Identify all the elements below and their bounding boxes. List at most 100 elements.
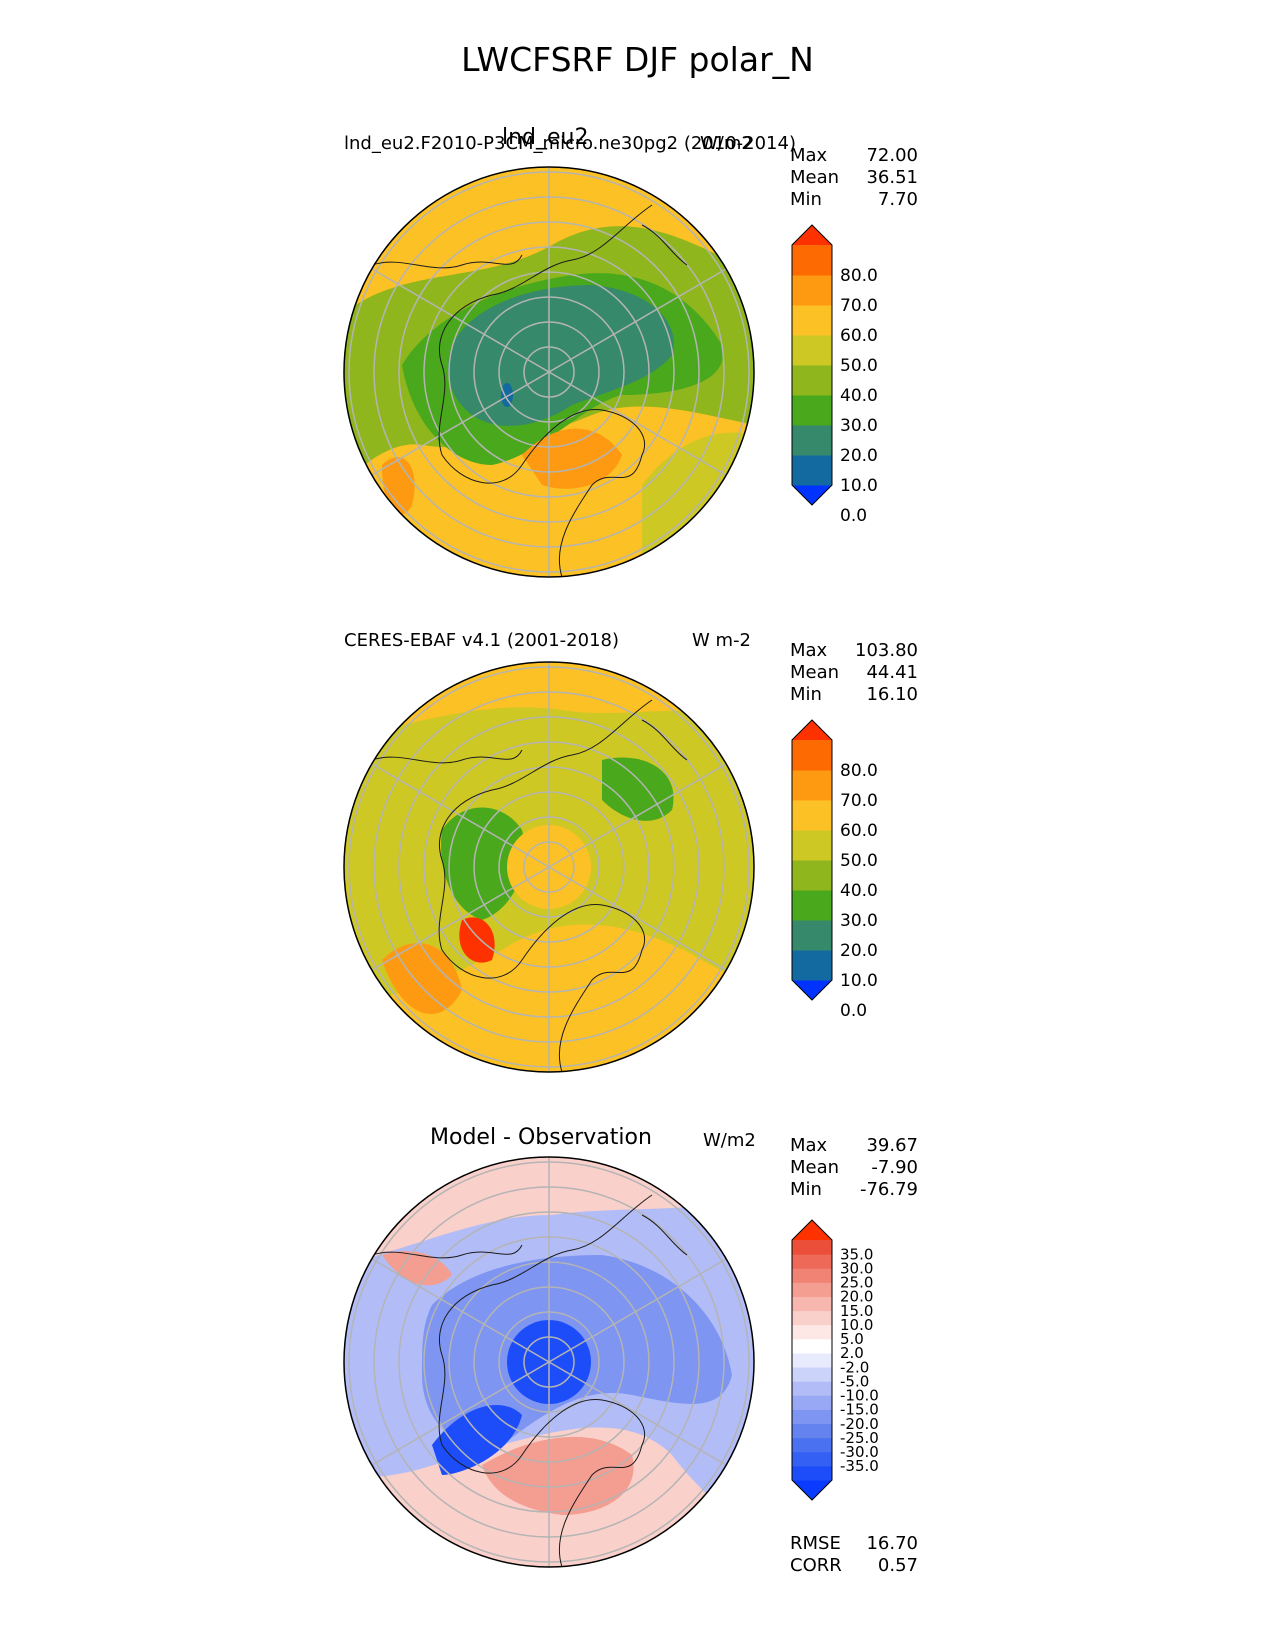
colorbar-tick-label: 30.0 xyxy=(840,911,878,931)
colorbar-cell xyxy=(792,800,832,831)
stat-label: Max xyxy=(790,1135,828,1156)
colorbar-tick-label: 20.0 xyxy=(840,941,878,961)
colorbar-cell xyxy=(792,365,832,396)
colorbar-cell xyxy=(792,1465,832,1481)
colorbar-tick-label: -2.0 xyxy=(840,1358,869,1376)
stat-label: Min xyxy=(790,189,822,210)
colorbar-tick-label: 15.0 xyxy=(840,1302,873,1320)
stat-mean: 36.51 xyxy=(866,167,918,188)
colorbar-tick-label: 20.0 xyxy=(840,1288,873,1306)
colorbar-extend-min xyxy=(792,980,832,1000)
colorbar-cell xyxy=(792,1254,832,1269)
meridian xyxy=(371,1258,550,1363)
stat-label: Max xyxy=(790,145,828,166)
meridian xyxy=(548,1258,727,1363)
stats-box: Max 39.67 Mean -7.90 Min -76.79 xyxy=(790,1135,918,1201)
colorbar-tick-label: 2.0 xyxy=(840,1344,864,1362)
colorbar-outline xyxy=(791,719,833,1001)
colorbar-tick-label: 40.0 xyxy=(840,386,878,406)
colorbar-tick-label: 40.0 xyxy=(840,881,878,901)
colorbar-ticks: 35.030.025.020.015.010.05.02.0-2.0-5.0-1… xyxy=(840,1245,879,1475)
meridian xyxy=(371,371,550,476)
colorbar-cell xyxy=(792,1423,832,1439)
colorbar-cell xyxy=(792,950,832,981)
field-region xyxy=(432,1405,522,1475)
field-region xyxy=(482,1436,634,1515)
stats-box: Max 103.80 Mean 44.41 Min 16.10 xyxy=(790,640,918,706)
meridian xyxy=(371,763,550,868)
colorbar: 80.0 70.0 60.0 50.0 40.0 30.0 20.0 10.0 0.0 xyxy=(791,719,878,1021)
field-region xyxy=(501,383,513,407)
map-border xyxy=(343,1156,755,1568)
coastline xyxy=(371,254,523,269)
stat-label: Min xyxy=(790,684,822,705)
colorbar: 80.0 70.0 60.0 50.0 40.0 30.0 20.0 10.0 0.0 xyxy=(791,224,878,526)
colorbar-cells xyxy=(791,719,833,1001)
colorbar-cell xyxy=(792,1367,832,1382)
colorbar-cell xyxy=(792,245,832,276)
stat-label: CORR xyxy=(790,1555,842,1576)
coastline xyxy=(438,204,653,577)
coastline xyxy=(438,699,653,1072)
field-region xyxy=(382,457,415,515)
stat-label: Mean xyxy=(790,662,840,683)
units-label: W/m2 xyxy=(703,1130,756,1151)
stat-label: RMSE xyxy=(790,1533,841,1554)
colorbar: 35.030.025.020.015.010.05.02.0-2.0-5.0-1… xyxy=(791,1219,879,1501)
coastline xyxy=(641,224,688,266)
meridian xyxy=(548,268,727,373)
colorbar-tick-label: -5.0 xyxy=(840,1372,869,1390)
colorbar-tick-label: 30.0 xyxy=(840,416,878,436)
stat-mean: -7.90 xyxy=(871,1157,918,1178)
coastline xyxy=(641,719,688,761)
polar-map xyxy=(343,1156,755,1568)
panel-observation: CERES-EBAF v4.1 (2001-2018) W m-2 Max 103… xyxy=(0,620,1275,1090)
meridian xyxy=(548,763,727,868)
colorbar-tick-label: -20.0 xyxy=(840,1415,879,1433)
field-region xyxy=(441,807,525,920)
figure-title: LWCFSRF DJF polar_N xyxy=(461,40,814,79)
colorbar-extend-min xyxy=(792,1480,832,1500)
colorbar-cell xyxy=(792,1338,832,1354)
colorbar-cell xyxy=(792,305,832,336)
colorbar-cell xyxy=(792,1352,832,1368)
colorbar-cell xyxy=(792,1324,832,1340)
colorbar-cell xyxy=(792,1451,832,1467)
stat-min: -76.79 xyxy=(859,1179,918,1200)
stat-min: 16.10 xyxy=(866,684,918,705)
meridian xyxy=(371,268,550,373)
stat-max: 103.80 xyxy=(855,640,918,661)
colorbar-tick-label: 30.0 xyxy=(840,1259,873,1277)
colorbar-cell xyxy=(792,830,832,861)
stats-box: Max 72.00 Mean 36.51 Min 7.70 xyxy=(790,145,918,211)
colorbar-tick-label: 5.0 xyxy=(840,1330,864,1348)
map-border xyxy=(343,166,755,578)
colorbar-cell xyxy=(792,890,832,921)
colorbar-cells xyxy=(791,1219,833,1501)
colorbar-cells xyxy=(791,224,833,506)
colorbar-cell xyxy=(792,860,832,891)
meridian xyxy=(548,866,727,971)
map-border xyxy=(343,661,755,1073)
panel-subtitle: CERES-EBAF v4.1 (2001-2018) xyxy=(344,630,620,651)
meridian xyxy=(371,1361,550,1466)
units-label: W m-2 xyxy=(692,630,752,651)
colorbar-cell xyxy=(792,455,832,486)
colorbar-cell xyxy=(792,275,832,306)
stat-label: Mean xyxy=(790,167,840,188)
colorbar-cell xyxy=(792,395,832,426)
colorbar-extend-max xyxy=(792,1220,832,1240)
panel-difference: Model - Observation W/m2 Max 39.67 Mean -7… xyxy=(0,1115,1275,1585)
colorbar-tick-label: 50.0 xyxy=(840,851,878,871)
colorbar-cell xyxy=(792,1409,832,1425)
colorbar-tick-label: 60.0 xyxy=(840,326,878,346)
stat-mean: 44.41 xyxy=(866,662,918,683)
stat-corr: 0.57 xyxy=(877,1555,918,1576)
coastline xyxy=(438,1194,653,1567)
colorbar-tick-label: 0.0 xyxy=(840,506,867,526)
meridian xyxy=(548,1361,727,1466)
colorbar-tick-label: 10.0 xyxy=(840,476,878,496)
field-region xyxy=(459,917,495,963)
panel-title: lnd_eu2 xyxy=(502,125,589,150)
units-label: W/m2 xyxy=(700,133,753,154)
